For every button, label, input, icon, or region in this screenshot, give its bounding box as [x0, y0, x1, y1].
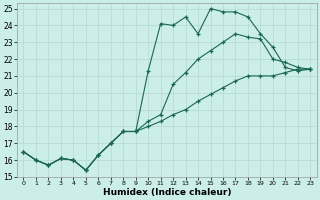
X-axis label: Humidex (Indice chaleur): Humidex (Indice chaleur): [103, 188, 231, 197]
